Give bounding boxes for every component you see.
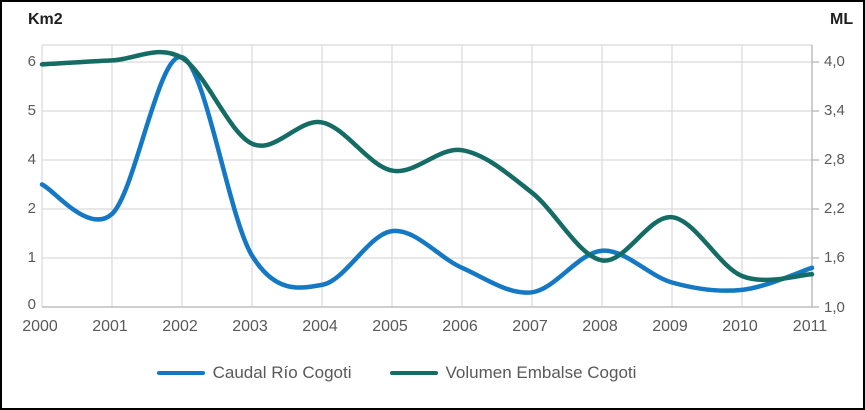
right-tick: 2,2 bbox=[824, 200, 845, 217]
x-tick: 2005 bbox=[372, 318, 408, 335]
left-tick: 4 bbox=[27, 151, 36, 168]
x-tick: 2010 bbox=[722, 318, 758, 335]
right-tick: 3,4 bbox=[824, 102, 845, 119]
right-tick: 4,0 bbox=[824, 53, 845, 70]
legend-label-caudal: Caudal Río Cogoti bbox=[212, 363, 352, 382]
x-tick: 2001 bbox=[92, 318, 128, 335]
caudal-series-line bbox=[39, 54, 815, 295]
caudal-line-swatch-icon bbox=[156, 371, 205, 375]
left-tick: 6 bbox=[27, 53, 36, 70]
right-tick: 1,0 bbox=[824, 299, 845, 316]
left-tick: 2 bbox=[27, 200, 36, 217]
x-tick: 2006 bbox=[442, 318, 478, 335]
x-tick: 2000 bbox=[22, 318, 58, 335]
legend-label-volumen: Volumen Embalse Cogoti bbox=[445, 363, 637, 382]
left-axis-title: Km2 bbox=[28, 11, 63, 28]
x-tick: 2008 bbox=[582, 318, 618, 335]
x-tick: 2009 bbox=[652, 318, 688, 335]
x-tick: 2007 bbox=[512, 318, 548, 335]
legend: Caudal Río Cogoti Volumen Embalse Cogoti bbox=[2, 359, 791, 387]
x-tick: 2003 bbox=[232, 318, 268, 335]
volumen-line-swatch-icon bbox=[389, 371, 438, 375]
x-tick: 2004 bbox=[302, 318, 338, 335]
right-tick: 2,8 bbox=[824, 151, 845, 168]
x-tick: 2011 bbox=[792, 318, 828, 335]
left-tick: 1 bbox=[27, 249, 36, 266]
legend-item-caudal: Caudal Río Cogoti bbox=[156, 363, 352, 383]
x-tick: 2002 bbox=[162, 318, 198, 335]
left-tick: 5 bbox=[27, 102, 36, 119]
right-axis-title: ML bbox=[830, 11, 854, 28]
volumen-series-line bbox=[39, 49, 815, 283]
legend-item-volumen: Volumen Embalse Cogoti bbox=[389, 363, 637, 383]
right-tick: 1,6 bbox=[824, 249, 845, 266]
left-tick: 0 bbox=[27, 296, 36, 313]
